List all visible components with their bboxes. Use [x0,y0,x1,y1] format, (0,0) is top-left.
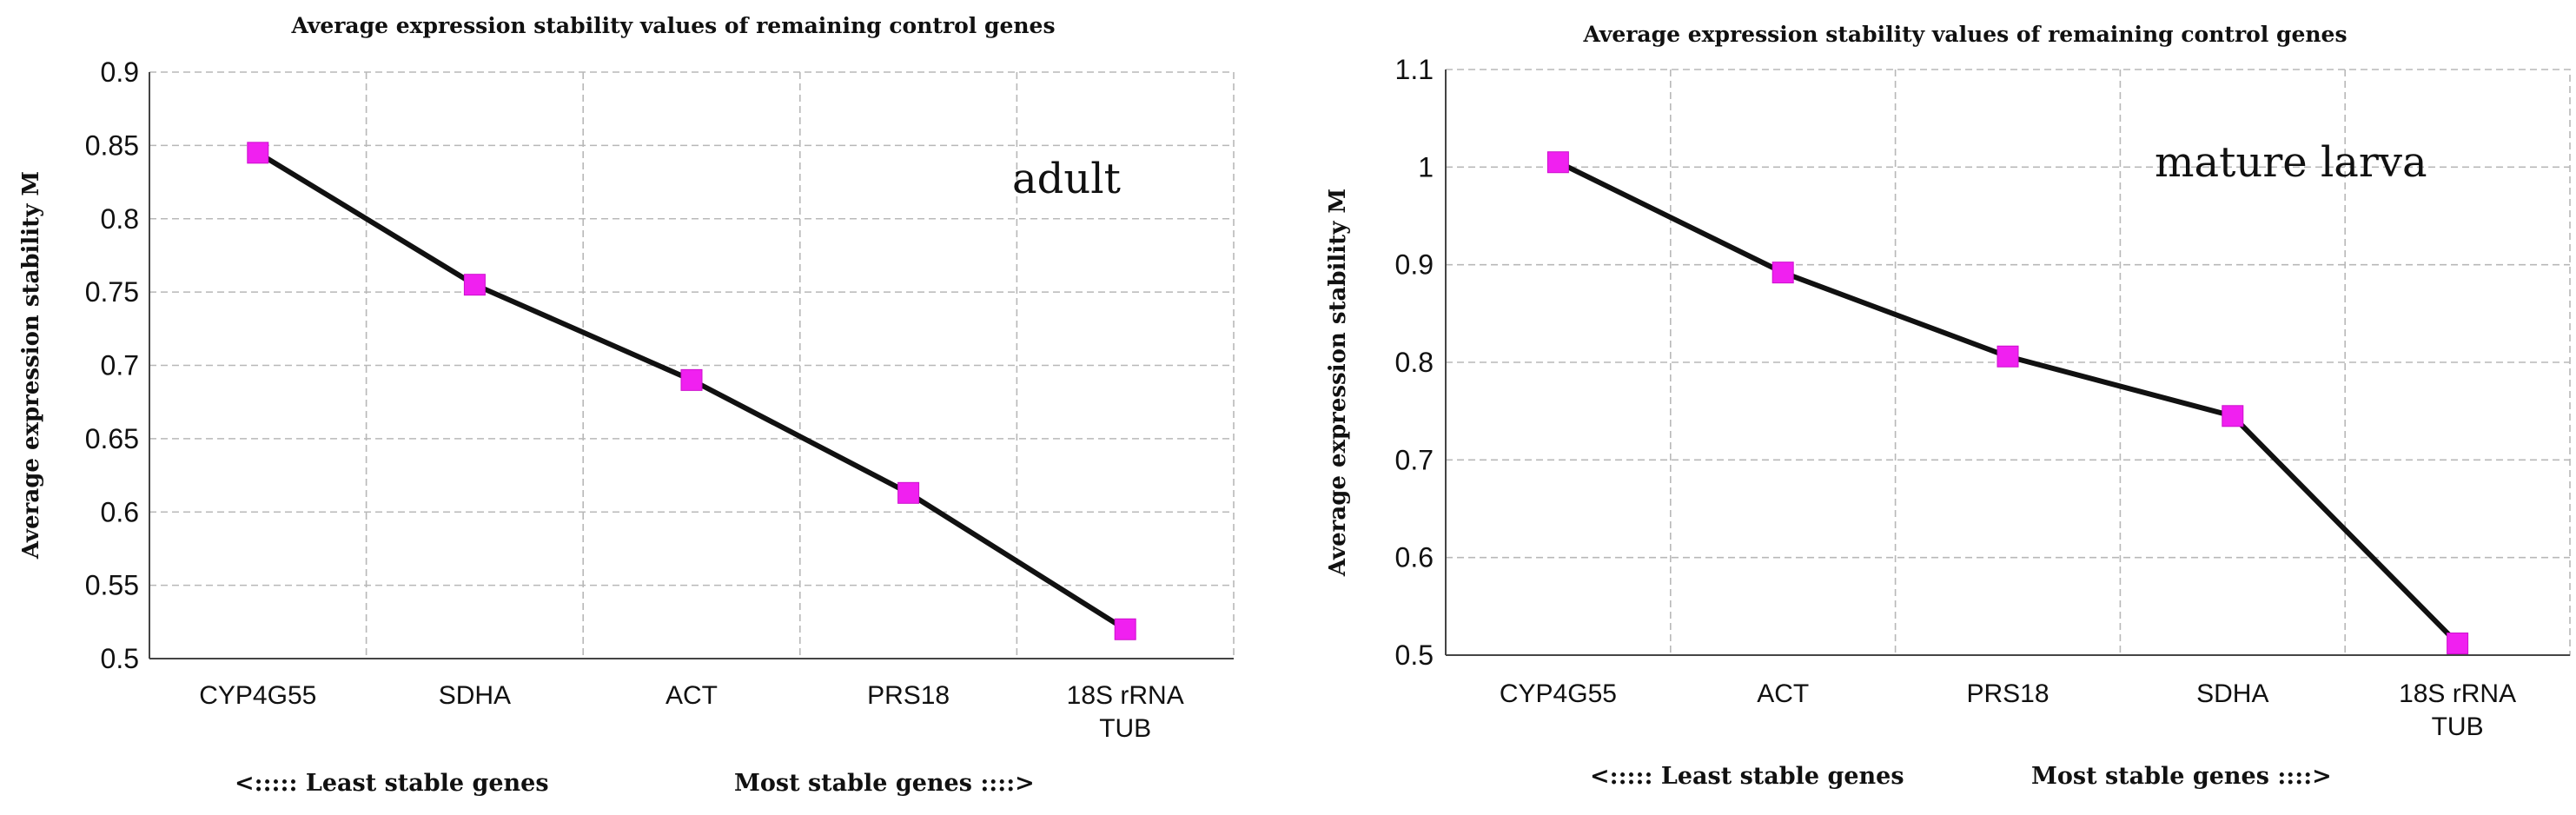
y-tick-label: 0.6 [101,496,139,527]
annotation-label: adult [1012,155,1121,203]
series-line [1557,160,2460,646]
x-tick-label-line: SDHA [2196,679,2268,708]
data-point-marker [897,481,920,504]
x-tick-label: 18S rRNA TUB [2399,679,2516,741]
chart-mature-larva: Average expression stability values of r… [1303,0,2576,815]
chart-adult: Average expression stability values of r… [18,13,1235,797]
data-point-marker [1771,262,1794,284]
x-tick-label: ACT [666,681,718,710]
x-tick-label: 18S rRNA TUB [1067,681,1184,743]
x-tick-label: CYP4G55 [1500,679,1617,708]
x-note-right: Most stable genes ::::> [734,770,1035,797]
data-point-marker [680,368,703,391]
x-tick-label-line: TUB [1099,714,1151,743]
x-tick-label: SDHA [2196,679,2268,708]
x-note-left: <::::: Least stable genes [1590,763,1904,790]
y-tick-label: 0.85 [85,129,139,161]
y-tick-label: 0.75 [85,276,139,308]
x-tick-label-line: 18S rRNA [2399,679,2516,708]
y-tick-label: 0.9 [1395,249,1434,281]
y-tick-label: 0.7 [1395,444,1434,475]
y-axis-label: Average expression stability M [18,171,44,560]
x-tick-label: ACT [1757,679,1809,708]
data-point-marker [2222,405,2244,427]
y-tick-label: 0.6 [1395,542,1434,573]
y-tick-label: 0.65 [85,423,139,454]
x-tick-label-line: ACT [666,681,718,710]
data-point-marker [1997,345,2019,368]
x-tick-label-line: TUB [2432,712,2484,741]
data-point-marker [463,274,486,296]
data-point-marker [1114,618,1136,640]
x-tick-label-line: ACT [1757,679,1809,708]
x-note-right: Most stable genes ::::> [2031,763,2332,790]
y-tick-label: 0.5 [101,643,139,674]
y-tick-label: 0.7 [101,350,139,381]
y-tick-label: 0.8 [101,203,139,235]
y-tick-label: 1 [1418,151,1434,182]
x-tick-label: CYP4G55 [199,681,316,710]
x-tick-label-line: PRS18 [867,681,950,710]
chart-title: Average expression stability values of r… [290,13,1055,38]
y-tick-label: 0.55 [85,570,139,601]
data-point-marker [2447,633,2469,655]
annotation-label: mature larva [2155,138,2427,187]
chart-mature-larva-svg: Average expression stability values of r… [1325,22,2571,790]
data-point-marker [247,142,269,164]
y-axis-label: Average expression stability M [1325,189,1351,577]
y-tick-label: 0.9 [101,56,139,88]
x-note-left: <::::: Least stable genes [235,770,549,797]
x-tick-label-line: CYP4G55 [199,681,316,710]
x-tick-label: PRS18 [867,681,950,710]
x-tick-label-line: SDHA [439,681,511,710]
x-tick-label: SDHA [439,681,511,710]
y-tick-label: 0.5 [1395,639,1434,671]
chart-title: Average expression stability values of r… [1582,22,2347,47]
x-tick-label-line: 18S rRNA [1067,681,1184,710]
x-tick-label-line: PRS18 [1966,679,2049,708]
series-line [256,150,1127,632]
chart-adult-svg: Average expression stability values of r… [18,13,1235,797]
y-tick-label: 0.8 [1395,347,1434,378]
plot-frame [149,71,1235,659]
x-tick-label: PRS18 [1966,679,2049,708]
data-point-marker [1546,151,1569,174]
y-tick-label: 1.1 [1395,54,1434,85]
x-tick-label-line: CYP4G55 [1500,679,1617,708]
